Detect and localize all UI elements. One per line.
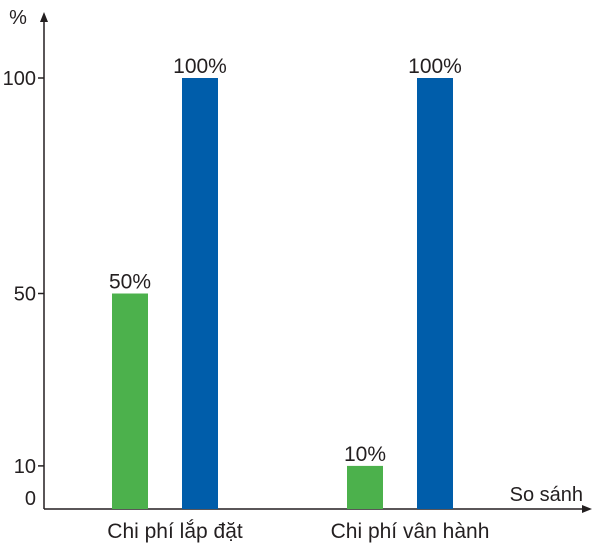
data-label: 10%	[344, 443, 386, 466]
bar	[347, 465, 383, 509]
category-label: Chi phí vân hành	[331, 520, 490, 543]
data-label: 100%	[173, 55, 227, 78]
y-axis-arrow	[40, 12, 48, 22]
y-tick-label: 10	[14, 456, 36, 478]
y-tick-label: 50	[14, 284, 36, 306]
y-axis-ticks: 0 10 50 100	[3, 68, 44, 510]
y-tick-label: 100	[3, 68, 36, 90]
data-label: 100%	[408, 55, 462, 78]
data-label: 50%	[109, 271, 151, 294]
bar	[182, 78, 218, 509]
x-axis-arrow	[582, 505, 592, 513]
y-axis-label: %	[9, 7, 27, 29]
chart-bars	[112, 78, 453, 509]
chart-labels: % So sánh 50% 10% 100% 100% Chi phí lắp đặt Chi…	[9, 7, 583, 543]
y-tick-label: 0	[25, 488, 36, 510]
category-label: Chi phí lắp đặt	[107, 520, 243, 543]
bar	[417, 78, 453, 509]
x-axis-label: So sánh	[510, 484, 583, 506]
bar	[112, 293, 148, 509]
